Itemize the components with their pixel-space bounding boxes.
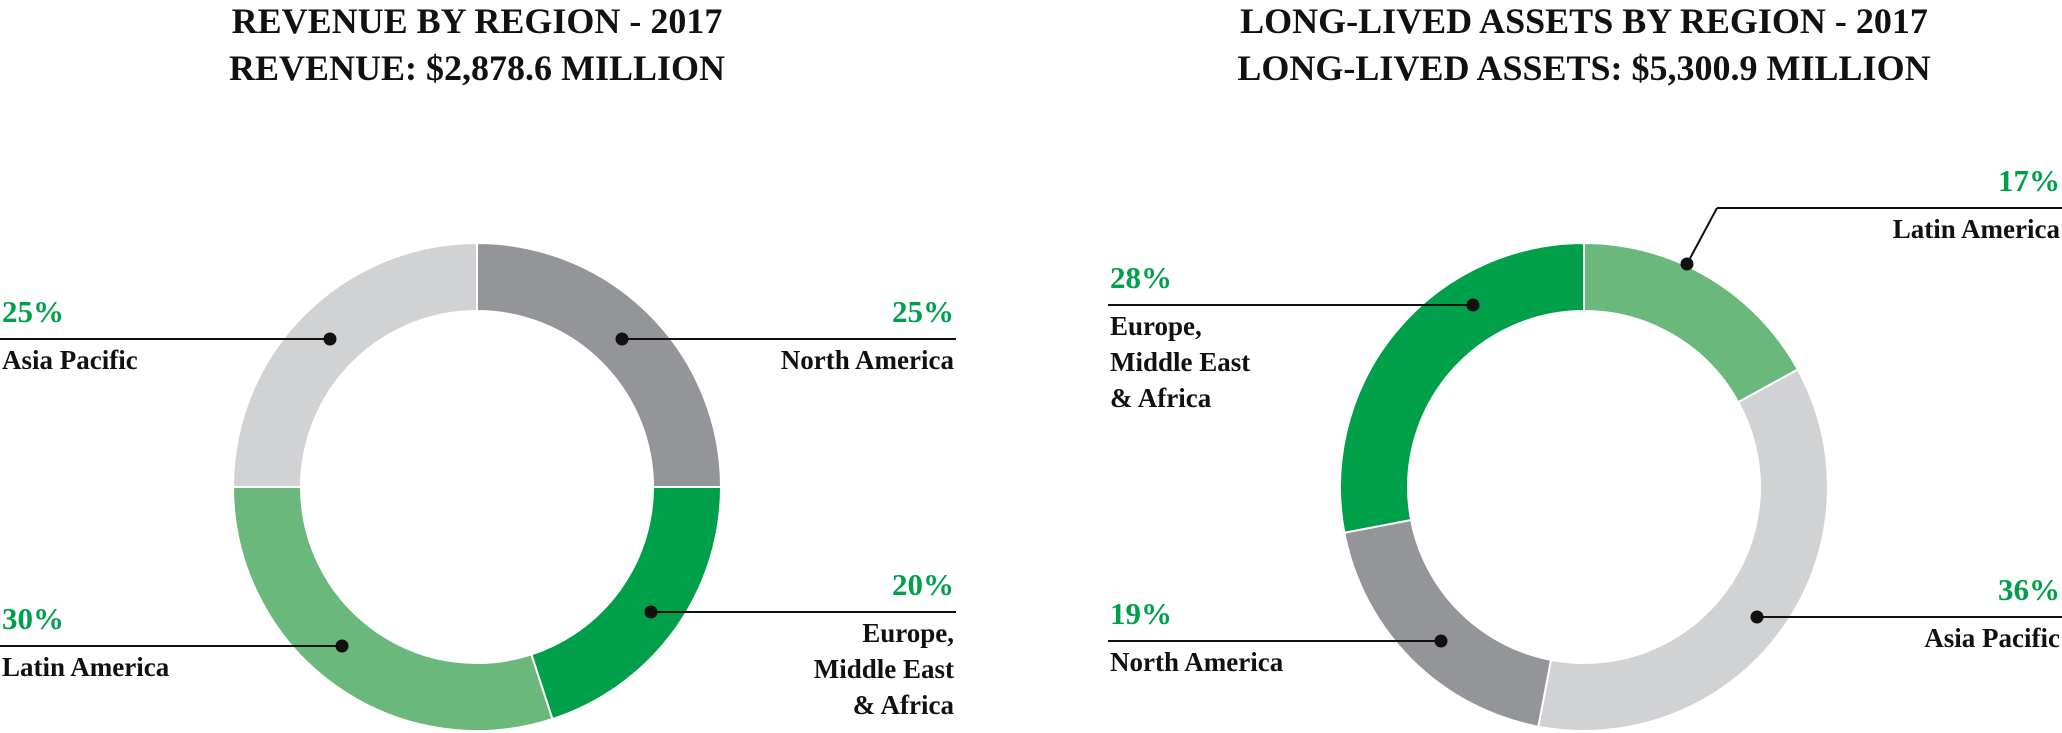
assets-chart-subtitle: LONG-LIVED ASSETS: $5,300.9 MILLION	[1237, 48, 1930, 88]
revenue-donut	[231, 241, 723, 732]
region-label: Europe, Middle East & Africa	[1110, 311, 1250, 413]
region-label-line: Latin America	[2, 652, 170, 682]
percent-label: 19%	[1110, 596, 1172, 631]
slice-europe	[1339, 241, 1585, 534]
leader-dot	[1750, 610, 1764, 624]
callout-europe: 28% Europe, Middle East & Africa	[1108, 260, 1480, 413]
leader-dot	[323, 332, 337, 346]
region-label-line: Middle East	[814, 654, 954, 684]
revenue-callouts: 25% North America 20% Europe, Middle East & A…	[0, 294, 956, 720]
slice-europe	[530, 486, 723, 721]
percent-label: 25%	[892, 294, 954, 329]
callout-latin-america: 17% Latin America	[1680, 163, 2062, 271]
leader-line-elbow	[1686, 207, 1718, 265]
leader-dot	[1680, 257, 1694, 271]
revenue-chart-title: REVENUE BY REGION - 2017	[232, 1, 723, 41]
assets-donut	[1339, 241, 1829, 732]
slice-north-america	[1343, 518, 1553, 728]
percent-label: 30%	[2, 601, 64, 636]
leader-dot	[1434, 634, 1448, 648]
callout-north-america: 25% North America	[615, 294, 956, 375]
region-label-line: Asia Pacific	[1924, 623, 2060, 653]
leader-dot	[644, 605, 658, 619]
leader-dot	[1466, 298, 1480, 312]
callout-asia-pacific: 36% Asia Pacific	[1750, 572, 2062, 653]
assets-callouts: 17% Latin America 36% Asia Pacific 19% North …	[1108, 163, 2062, 677]
slice-asia-pacific	[1537, 368, 1829, 732]
region-label-line: Europe,	[1110, 311, 1202, 341]
assets-chart-title: LONG-LIVED ASSETS BY REGION - 2017	[1240, 1, 1928, 41]
callout-asia-pacific: 25% Asia Pacific	[0, 294, 337, 375]
callout-latin-america: 30% Latin America	[0, 601, 349, 682]
slice-north-america	[476, 241, 723, 488]
region-label-line: Latin America	[1893, 214, 2061, 244]
revenue-chart-subtitle: REVENUE: $2,878.6 MILLION	[229, 48, 725, 88]
region-label: Asia Pacific	[1924, 623, 2060, 653]
callout-north-america: 19% North America	[1108, 596, 1448, 677]
region-label: North America	[1110, 647, 1284, 677]
callout-europe: 20% Europe, Middle East & Africa	[644, 567, 956, 720]
region-label-line: Middle East	[1110, 347, 1250, 377]
region-label: Europe, Middle East & Africa	[814, 618, 955, 720]
percent-label: 20%	[892, 567, 954, 602]
region-label-line: Europe,	[862, 618, 954, 648]
region-label-line: North America	[1110, 647, 1284, 677]
region-label-line: & Africa	[1110, 383, 1212, 413]
percent-label: 28%	[1110, 260, 1172, 295]
long-lived-assets-by-region-chart: LONG-LIVED ASSETS BY REGION - 2017 LONG-…	[1108, 1, 2062, 732]
slice-asia-pacific	[231, 241, 478, 488]
percent-label: 25%	[2, 294, 64, 329]
leader-dot	[335, 639, 349, 653]
region-label-line: & Africa	[853, 690, 955, 720]
region-label-line: Asia Pacific	[2, 345, 138, 375]
percent-label: 17%	[1998, 163, 2060, 198]
region-label: Latin America	[1893, 214, 2061, 244]
region-label-line: North America	[781, 345, 955, 375]
region-label: Asia Pacific	[2, 345, 138, 375]
slice-latin-america	[231, 486, 554, 732]
percent-label: 36%	[1998, 572, 2060, 607]
revenue-by-region-chart: REVENUE BY REGION - 2017 REVENUE: $2,878…	[0, 1, 956, 732]
region-label: Latin America	[2, 652, 170, 682]
region-label: North America	[781, 345, 955, 375]
leader-dot	[615, 332, 629, 346]
